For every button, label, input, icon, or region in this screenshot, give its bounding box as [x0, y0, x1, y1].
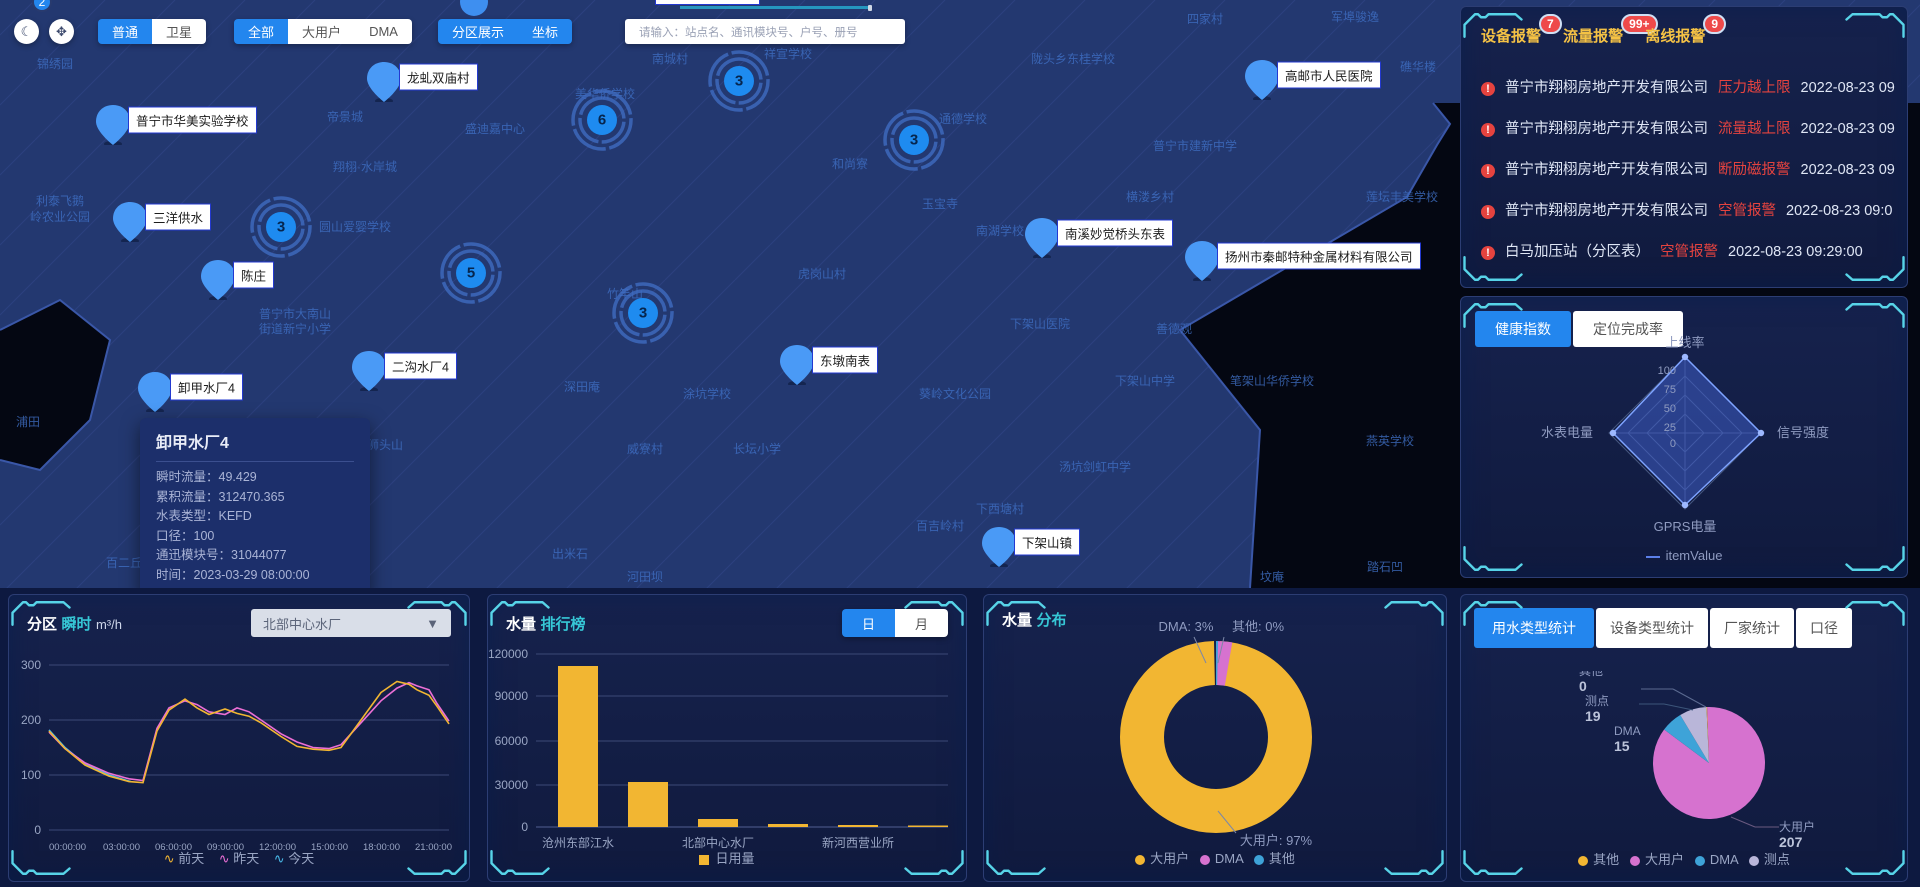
svg-text:300: 300: [21, 658, 41, 672]
svg-text:0: 0: [1670, 438, 1676, 450]
svg-text:15: 15: [1614, 738, 1630, 754]
svg-text:19: 19: [1585, 708, 1601, 724]
svg-text:207: 207: [1779, 834, 1803, 850]
svg-text:GPRS电量: GPRS电量: [1654, 519, 1717, 534]
svg-text:90000: 90000: [495, 689, 529, 703]
svg-text:大用户: 大用户: [1779, 819, 1815, 834]
svg-text:上线率: 上线率: [1665, 335, 1704, 350]
svg-text:信号强度: 信号强度: [1777, 425, 1829, 440]
svg-text:0: 0: [1579, 678, 1587, 694]
svg-text:其他: 其他: [1579, 671, 1603, 678]
svg-text:50: 50: [1664, 403, 1676, 415]
svg-text:大用户: 97%: 大用户: 97%: [1240, 833, 1313, 848]
svg-text:DMA: DMA: [1614, 724, 1641, 738]
svg-text:75: 75: [1664, 384, 1676, 396]
svg-text:水表电量: 水表电量: [1541, 425, 1593, 440]
svg-text:100: 100: [21, 768, 41, 782]
svg-text:0: 0: [521, 820, 528, 834]
svg-text:其他: 0%: 其他: 0%: [1232, 619, 1284, 634]
svg-text:测点: 测点: [1585, 694, 1609, 708]
svg-text:0: 0: [34, 823, 41, 837]
svg-text:30000: 30000: [495, 778, 529, 792]
svg-text:25: 25: [1664, 422, 1676, 434]
svg-text:200: 200: [21, 713, 41, 727]
svg-text:DMA: 3%: DMA: 3%: [1159, 619, 1214, 634]
svg-text:100: 100: [1658, 365, 1676, 377]
svg-text:120000: 120000: [488, 647, 528, 661]
svg-text:60000: 60000: [495, 734, 529, 748]
